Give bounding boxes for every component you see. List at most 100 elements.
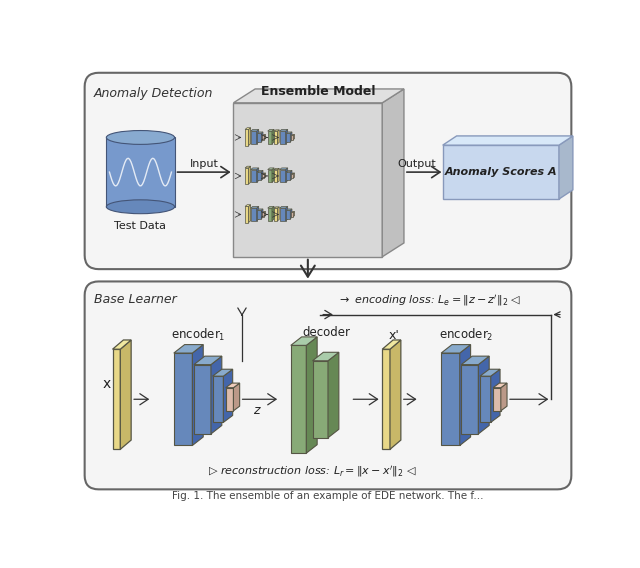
Polygon shape (194, 365, 211, 434)
Polygon shape (280, 208, 285, 221)
Polygon shape (262, 173, 266, 174)
Polygon shape (272, 206, 274, 221)
Polygon shape (291, 132, 292, 141)
Polygon shape (268, 208, 272, 221)
Polygon shape (257, 172, 261, 180)
Polygon shape (251, 170, 257, 182)
Polygon shape (245, 206, 248, 223)
Polygon shape (274, 170, 278, 182)
Polygon shape (234, 89, 404, 103)
Polygon shape (280, 130, 288, 131)
Polygon shape (274, 207, 279, 208)
Polygon shape (113, 340, 131, 349)
Polygon shape (268, 206, 274, 208)
Polygon shape (262, 135, 264, 140)
Polygon shape (245, 166, 251, 168)
Polygon shape (285, 130, 288, 144)
Polygon shape (174, 353, 193, 445)
Polygon shape (291, 170, 292, 180)
Polygon shape (212, 369, 233, 376)
Polygon shape (480, 376, 491, 423)
Text: Input: Input (189, 158, 218, 169)
Ellipse shape (106, 200, 175, 214)
Polygon shape (280, 206, 288, 208)
Polygon shape (251, 168, 259, 170)
Polygon shape (478, 356, 489, 434)
Polygon shape (257, 206, 259, 221)
Polygon shape (245, 204, 251, 206)
Text: decoder: decoder (303, 326, 351, 339)
Polygon shape (268, 168, 274, 170)
Polygon shape (262, 211, 266, 212)
Polygon shape (441, 353, 460, 445)
Polygon shape (286, 172, 291, 180)
Polygon shape (194, 356, 222, 365)
Text: Base Learner: Base Learner (94, 293, 177, 306)
Polygon shape (113, 349, 120, 449)
Polygon shape (245, 168, 248, 184)
Text: Output: Output (397, 158, 436, 169)
Polygon shape (261, 132, 263, 141)
Polygon shape (262, 174, 264, 178)
Polygon shape (174, 345, 204, 353)
Polygon shape (278, 168, 279, 182)
Polygon shape (443, 136, 573, 145)
Polygon shape (226, 383, 239, 388)
Polygon shape (245, 130, 248, 145)
Polygon shape (285, 206, 288, 221)
Polygon shape (286, 210, 291, 219)
FancyBboxPatch shape (84, 282, 572, 490)
Polygon shape (106, 137, 175, 207)
Polygon shape (223, 369, 233, 423)
Polygon shape (268, 170, 272, 182)
Polygon shape (460, 345, 470, 445)
Polygon shape (264, 173, 266, 178)
Polygon shape (272, 130, 274, 144)
Text: Test Data: Test Data (115, 220, 166, 231)
Polygon shape (272, 168, 274, 182)
Text: $\triangleright$ reconstruction loss: $L_r = \Vert x-x^{\prime}\Vert_2$ $\triang: $\triangleright$ reconstruction loss: $L… (208, 464, 417, 479)
Polygon shape (491, 369, 500, 423)
Polygon shape (257, 170, 263, 172)
Polygon shape (480, 369, 500, 376)
Text: encoder$_2$: encoder$_2$ (439, 327, 493, 344)
Text: x: x (102, 377, 111, 391)
Polygon shape (257, 130, 259, 144)
Polygon shape (257, 209, 263, 210)
Polygon shape (274, 131, 278, 144)
Polygon shape (234, 383, 239, 411)
Polygon shape (285, 168, 288, 182)
Polygon shape (443, 145, 559, 199)
Polygon shape (193, 345, 204, 445)
Polygon shape (274, 168, 279, 170)
Polygon shape (248, 204, 251, 223)
Polygon shape (382, 89, 404, 257)
Polygon shape (291, 212, 293, 216)
Polygon shape (274, 130, 279, 131)
Polygon shape (312, 361, 328, 438)
Polygon shape (251, 208, 257, 221)
Polygon shape (291, 174, 293, 178)
Polygon shape (382, 340, 401, 349)
Polygon shape (257, 168, 259, 182)
Polygon shape (251, 130, 259, 131)
Polygon shape (286, 170, 292, 172)
Polygon shape (226, 388, 234, 411)
Text: Ensemble Model: Ensemble Model (262, 85, 376, 98)
Polygon shape (286, 132, 292, 133)
Polygon shape (291, 173, 294, 174)
Polygon shape (251, 131, 257, 144)
Polygon shape (291, 345, 307, 453)
Polygon shape (268, 131, 272, 144)
Polygon shape (441, 345, 470, 353)
Polygon shape (211, 356, 222, 434)
Polygon shape (268, 130, 274, 131)
Polygon shape (382, 349, 390, 449)
Text: encoder$_1$: encoder$_1$ (172, 327, 226, 344)
Polygon shape (501, 383, 507, 411)
Polygon shape (262, 212, 264, 216)
Polygon shape (280, 168, 288, 170)
Polygon shape (291, 211, 294, 212)
Text: Fig. 1. The ensemble of an example of EDE network. The f...: Fig. 1. The ensemble of an example of ED… (172, 491, 484, 500)
Polygon shape (234, 103, 382, 257)
